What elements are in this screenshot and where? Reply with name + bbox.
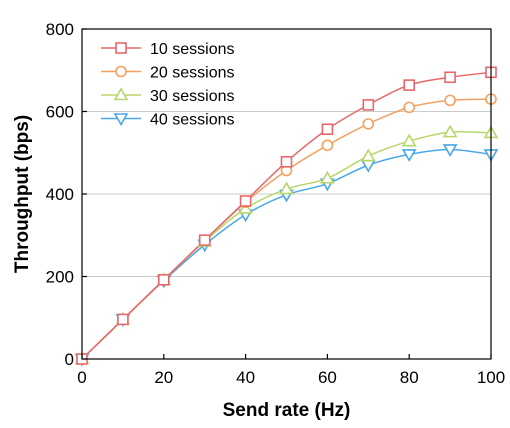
data-point: [198, 234, 211, 246]
series-markers: [74, 66, 499, 367]
data-point: [403, 79, 416, 91]
x-tick-label: 40: [236, 368, 255, 387]
legend-label: 40 sessions: [150, 112, 235, 129]
data-point: [239, 195, 252, 207]
data-point: [442, 144, 458, 158]
data-point: [444, 94, 456, 107]
data-point: [117, 313, 129, 326]
data-point: [321, 139, 334, 152]
series-line: [81, 148, 492, 360]
x-tick-label: 60: [318, 368, 337, 387]
data-point: [444, 71, 456, 84]
x-tick-label: 100: [477, 368, 505, 387]
data-point: [158, 273, 170, 286]
series-line: [81, 98, 492, 360]
legend-marker: [115, 65, 127, 78]
legend-marker: [113, 113, 129, 127]
y-axis-title: Throughput (bps): [12, 115, 33, 273]
x-tick-label: 20: [154, 368, 173, 387]
axis-ticks: 0 20 40 60 80 100 0 200 400 600 800: [46, 20, 506, 387]
legend: 10 sessions 20 sessions 30 sessions 40 sess…: [101, 41, 235, 129]
x-tick-label: 0: [77, 368, 86, 387]
data-point: [360, 159, 376, 173]
y-tick-label: 0: [65, 350, 74, 369]
data-point: [321, 123, 334, 136]
data-point: [362, 99, 375, 111]
x-tick-label: 80: [400, 368, 419, 387]
data-point: [279, 181, 294, 195]
x-axis-title: Send rate (Hz): [223, 400, 351, 421]
data-point: [401, 149, 417, 163]
data-point: [401, 133, 417, 147]
y-tick-label: 600: [46, 103, 74, 122]
y-tick-label: 800: [46, 20, 74, 39]
series-lines: [81, 71, 492, 360]
legend-label: 10 sessions: [150, 41, 235, 58]
legend-label: 20 sessions: [150, 65, 235, 82]
data-point: [362, 118, 375, 130]
legend-marker: [115, 42, 127, 54]
legend-label: 30 sessions: [150, 88, 235, 105]
data-point: [320, 170, 335, 184]
legend-marker: [113, 87, 129, 101]
data-point: [442, 124, 458, 138]
y-tick-label: 200: [46, 268, 74, 287]
data-point: [403, 101, 416, 114]
series-line: [81, 71, 492, 360]
data-point: [360, 148, 376, 162]
y-tick-label: 400: [46, 185, 74, 204]
data-point: [280, 156, 293, 168]
